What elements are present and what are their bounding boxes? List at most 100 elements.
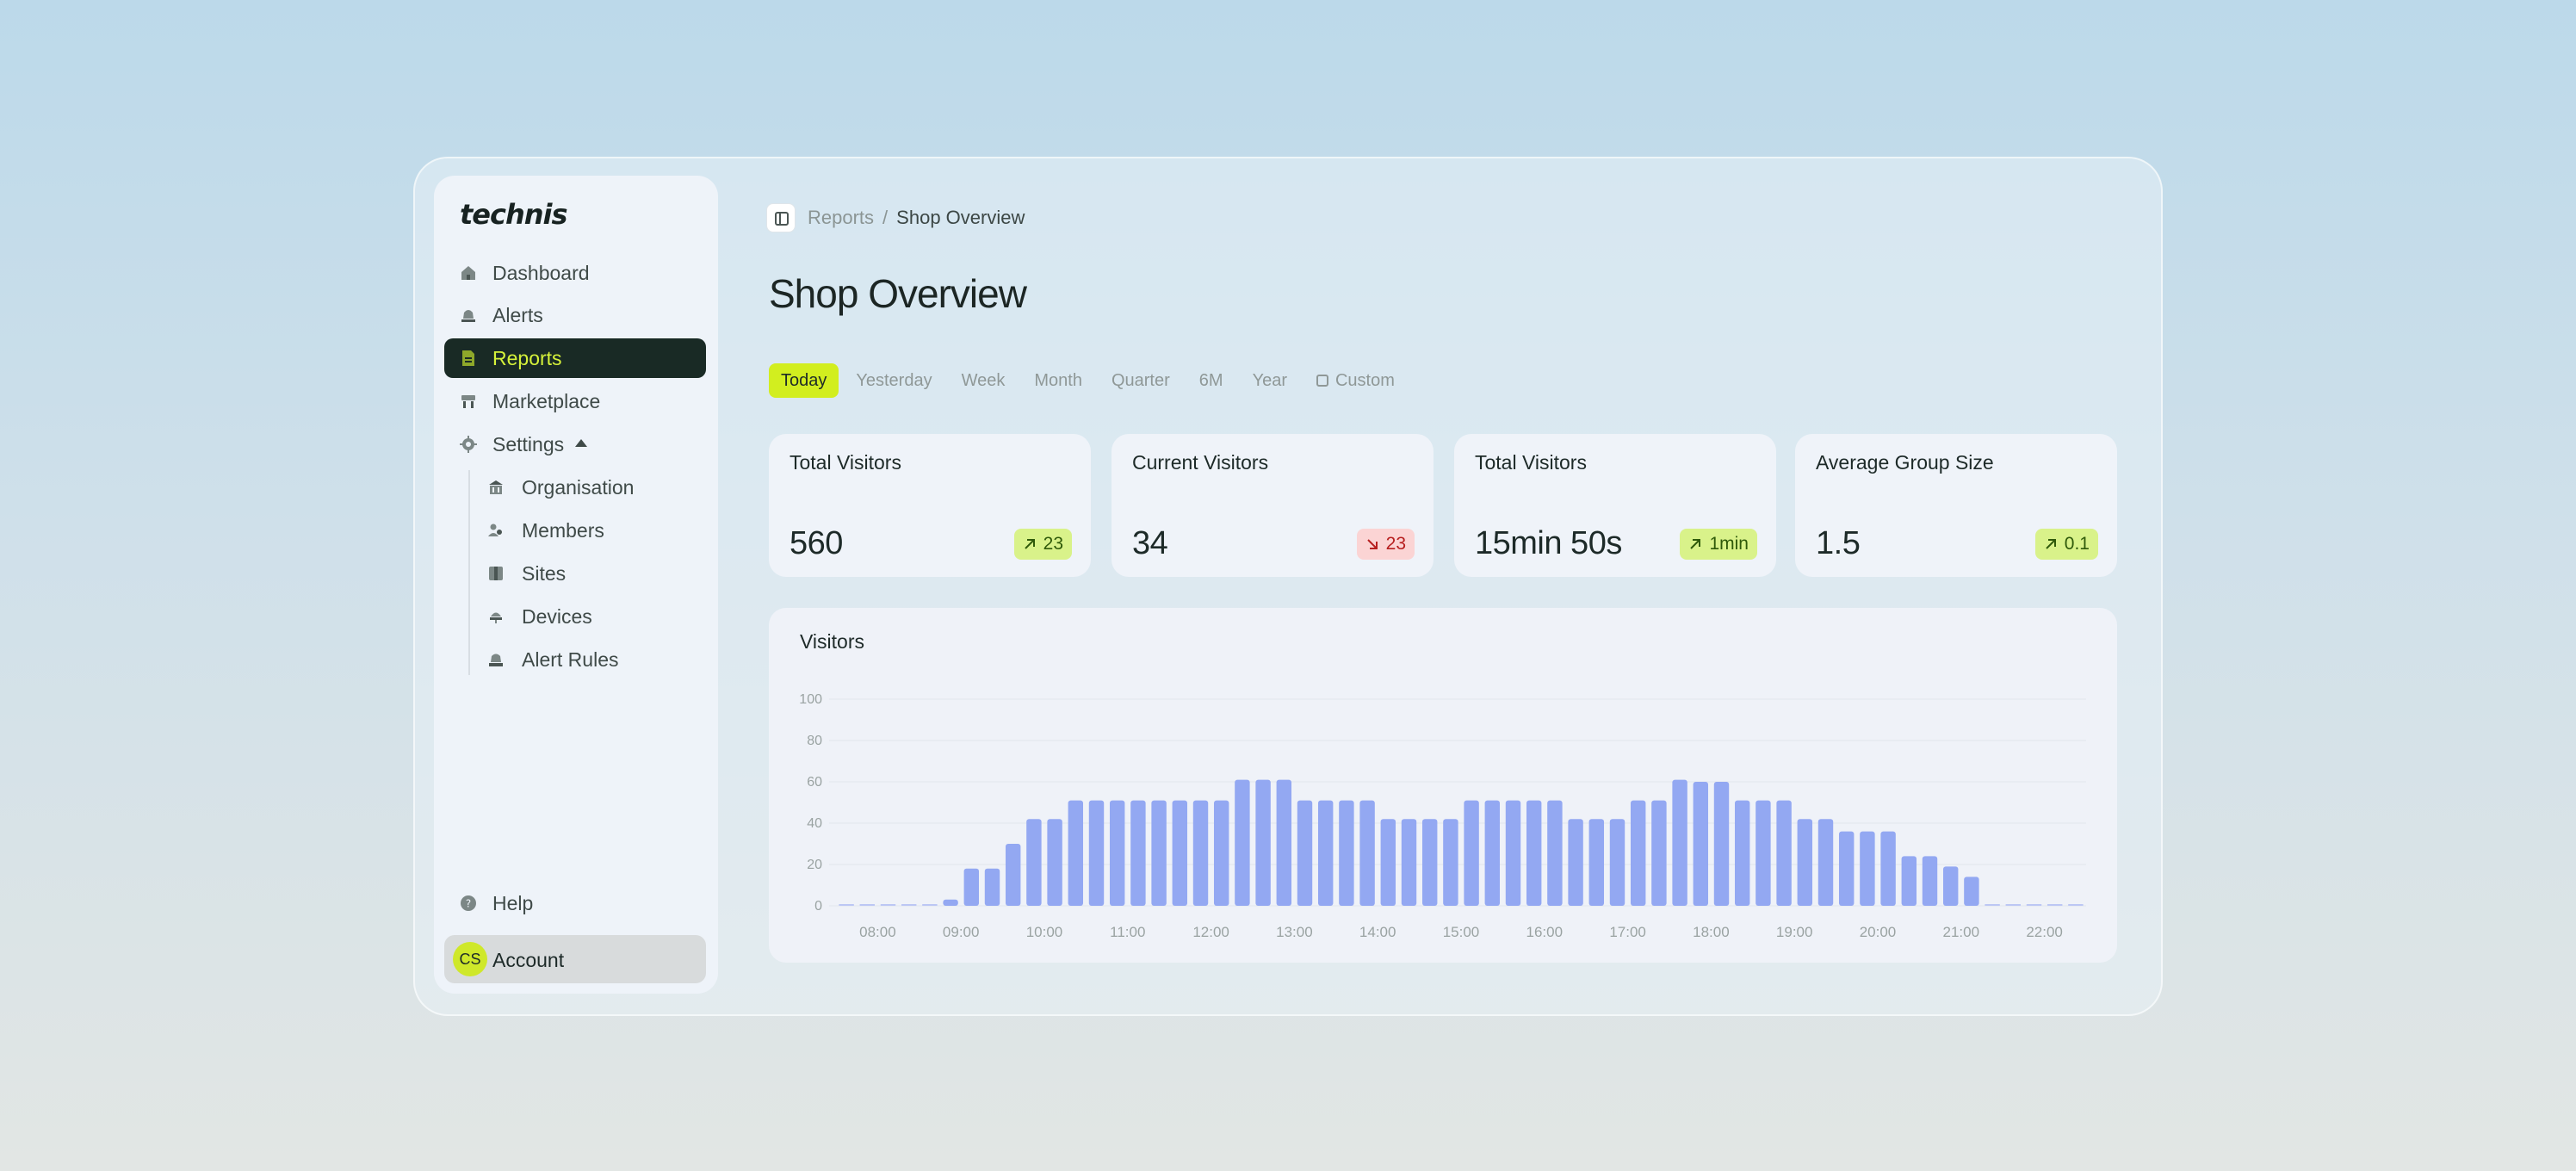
sidebar-item-marketplace[interactable]: Marketplace (444, 381, 706, 421)
range-tab-today[interactable]: Today (769, 363, 839, 398)
sidebar-item-dashboard[interactable]: Dashboard (444, 253, 706, 293)
breadcrumb: Reports / Shop Overview (808, 207, 1025, 229)
sidebar-item-settings[interactable]: Settings (444, 424, 706, 464)
building-icon (487, 479, 505, 496)
chart-bar (1068, 800, 1084, 906)
breadcrumb-separator: / (882, 207, 889, 228)
kpi-title: Total Visitors (1475, 451, 1587, 474)
sidebar-item-help[interactable]: ? Help (444, 883, 706, 923)
sidebar-item-sites[interactable]: Sites (475, 554, 706, 593)
y-tick-label: 80 (807, 734, 822, 748)
sidebar-item-organisation[interactable]: Organisation (475, 468, 706, 507)
sidebar-item-label: Settings (492, 432, 565, 455)
sidebar-item-label: Alerts (492, 303, 543, 326)
chart-bar (1568, 819, 1583, 906)
app-logo[interactable]: technis (460, 198, 568, 231)
sidebar (434, 176, 718, 994)
y-tick-label: 100 (799, 692, 822, 707)
kpi-delta-badge: 23 (1356, 529, 1415, 560)
chart-bar (1609, 819, 1625, 906)
chart-bar (1547, 800, 1563, 906)
sidebar-item-reports[interactable]: Reports (444, 338, 706, 378)
sidebar-item-label: Sites (522, 562, 567, 585)
kpi-card-current-visitors: Current Visitors 34 23 (1112, 434, 1434, 577)
range-tab-week[interactable]: Week (961, 370, 1006, 390)
store-icon (460, 393, 477, 410)
chart-bar (859, 904, 876, 906)
sidebar-item-alert-rules[interactable]: Alert Rules (475, 640, 706, 679)
chart-bar (1505, 800, 1521, 906)
chart-bar (1588, 819, 1605, 906)
chart-bar (1464, 800, 1479, 906)
chart-bar (1026, 819, 1042, 906)
help-icon: ? (460, 895, 477, 912)
chart-bar (1109, 800, 1125, 906)
x-tick-label: 10:00 (1026, 924, 1063, 940)
users-icon (487, 522, 505, 539)
x-tick-label: 14:00 (1359, 924, 1396, 940)
x-tick-label: 11:00 (1110, 924, 1145, 940)
kpi-delta-badge: 23 (1013, 529, 1072, 560)
map-icon (487, 565, 505, 582)
date-range-tabs: Today Yesterday Week Month Quarter 6M Ye… (769, 363, 1412, 398)
chart-bar (1088, 800, 1105, 906)
kpi-card-total-visitors: Total Visitors 560 23 (769, 434, 1091, 577)
breadcrumb-link-reports[interactable]: Reports (808, 207, 875, 228)
sidebar-item-devices[interactable]: Devices (475, 597, 706, 636)
chart-bar (922, 904, 938, 906)
chevron-up-icon[interactable] (575, 439, 587, 447)
range-tab-custom-label: Custom (1334, 370, 1395, 390)
chart-bar (1734, 800, 1750, 906)
chart-bar (2005, 904, 2022, 906)
range-tab-6m[interactable]: 6M (1198, 370, 1223, 390)
range-tab-month[interactable]: Month (1034, 370, 1082, 390)
chart-bar (1443, 819, 1458, 906)
calendar-icon (1316, 375, 1328, 387)
kpi-title: Total Visitors (790, 451, 901, 474)
chart-bar (1484, 800, 1501, 906)
svg-text:?: ? (466, 898, 471, 910)
chart-bar (1880, 831, 1896, 906)
sidebar-item-label: Reports (492, 346, 562, 369)
report-icon (460, 350, 477, 367)
chart-bar (901, 904, 917, 906)
submenu-rail (468, 470, 470, 675)
x-tick-label: 12:00 (1192, 924, 1229, 940)
y-tick-label: 20 (807, 858, 822, 872)
chart-title: Visitors (800, 630, 864, 653)
kpi-card-average-group-size: Average Group Size 1.5 0.1 (1795, 434, 2117, 577)
chart-bar (1359, 800, 1375, 906)
gear-icon (460, 436, 477, 453)
account-label: Account (492, 949, 565, 971)
sidebar-item-label: Dashboard (492, 261, 590, 284)
chart-bar (1401, 819, 1417, 906)
arrow-up-right-icon (1024, 539, 1035, 549)
chart-bar (1756, 800, 1771, 906)
chart-bar (1172, 800, 1188, 906)
sidebar-item-alerts[interactable]: Alerts (444, 295, 706, 335)
kpi-title: Average Group Size (1816, 451, 1994, 474)
range-tab-yesterday[interactable]: Yesterday (856, 370, 932, 390)
chart-bar (880, 904, 896, 906)
range-tab-year[interactable]: Year (1252, 370, 1287, 390)
x-tick-label: 17:00 (1609, 924, 1646, 940)
chart-bar (984, 868, 1000, 906)
chart-bar (1317, 800, 1334, 906)
sidebar-toggle-button[interactable] (766, 203, 796, 232)
range-tab-quarter[interactable]: Quarter (1111, 370, 1170, 390)
sidebar-item-members[interactable]: Members (475, 511, 706, 550)
chart-bar (2047, 904, 2063, 906)
chart-bar (1255, 779, 1271, 906)
chart-bar (1276, 779, 1292, 906)
avatar: CS (453, 942, 487, 976)
range-tab-custom[interactable]: Custom (1304, 363, 1407, 398)
kpi-delta: 23 (1043, 534, 1063, 554)
chart-bar (1776, 800, 1792, 906)
chart-bar (1964, 877, 1979, 906)
account-button[interactable]: CS Account (444, 935, 706, 983)
chart-bar (1651, 800, 1667, 906)
chart-bar (2026, 904, 2042, 906)
chart-bar (963, 868, 980, 906)
kpi-value: 15min 50s (1475, 525, 1622, 561)
chart-bar (1838, 831, 1855, 906)
